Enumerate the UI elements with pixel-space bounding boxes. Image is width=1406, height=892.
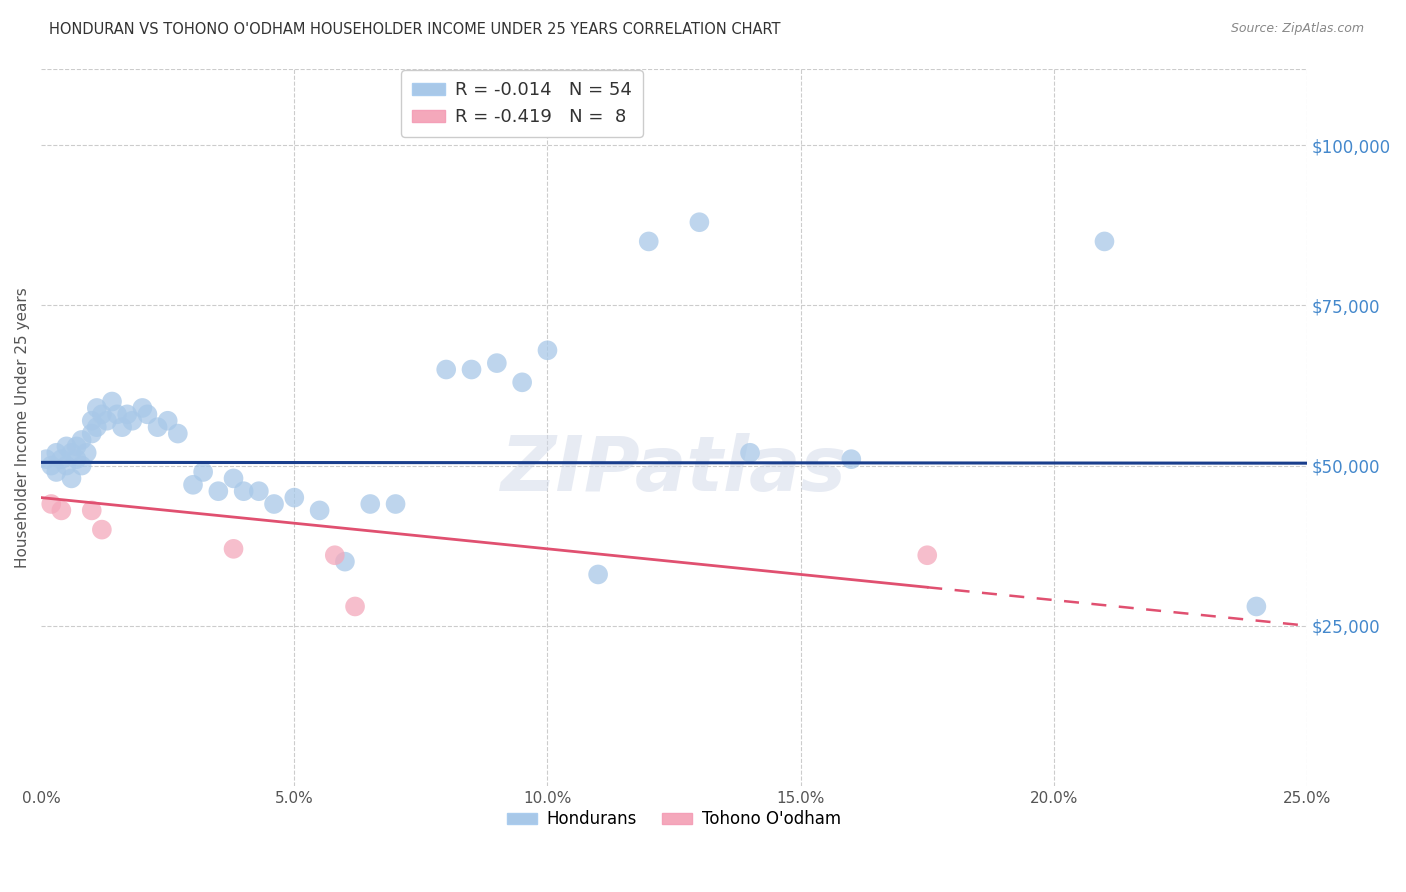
- Point: [384, 497, 406, 511]
- Point: [637, 235, 659, 249]
- Point: [146, 420, 169, 434]
- Point: [70, 433, 93, 447]
- Text: HONDURAN VS TOHONO O'ODHAM HOUSEHOLDER INCOME UNDER 25 YEARS CORRELATION CHART: HONDURAN VS TOHONO O'ODHAM HOUSEHOLDER I…: [49, 22, 780, 37]
- Point: [39, 458, 62, 473]
- Point: [181, 477, 204, 491]
- Point: [434, 362, 457, 376]
- Y-axis label: Householder Income Under 25 years: Householder Income Under 25 years: [15, 287, 30, 567]
- Point: [1246, 599, 1268, 614]
- Point: [65, 452, 87, 467]
- Point: [115, 408, 138, 422]
- Point: [96, 414, 118, 428]
- Point: [222, 541, 245, 556]
- Point: [39, 497, 62, 511]
- Point: [1094, 235, 1116, 249]
- Point: [839, 452, 862, 467]
- Point: [333, 555, 356, 569]
- Point: [60, 471, 83, 485]
- Point: [485, 356, 508, 370]
- Point: [191, 465, 214, 479]
- Point: [101, 394, 124, 409]
- Point: [308, 503, 330, 517]
- Point: [136, 408, 159, 422]
- Point: [51, 503, 73, 517]
- Point: [232, 484, 254, 499]
- Point: [131, 401, 153, 415]
- Point: [738, 446, 761, 460]
- Point: [45, 465, 67, 479]
- Point: [111, 420, 134, 434]
- Point: [55, 439, 77, 453]
- Point: [35, 452, 58, 467]
- Point: [105, 408, 128, 422]
- Point: [166, 426, 188, 441]
- Point: [344, 599, 367, 614]
- Point: [86, 420, 108, 434]
- Point: [156, 414, 179, 428]
- Point: [283, 491, 305, 505]
- Point: [222, 471, 245, 485]
- Point: [90, 523, 112, 537]
- Point: [247, 484, 270, 499]
- Text: Source: ZipAtlas.com: Source: ZipAtlas.com: [1230, 22, 1364, 36]
- Point: [80, 503, 103, 517]
- Point: [80, 414, 103, 428]
- Point: [121, 414, 143, 428]
- Point: [510, 376, 533, 390]
- Point: [65, 439, 87, 453]
- Point: [323, 548, 346, 562]
- Point: [586, 567, 609, 582]
- Point: [90, 408, 112, 422]
- Point: [536, 343, 558, 358]
- Point: [915, 548, 938, 562]
- Point: [460, 362, 482, 376]
- Legend: Hondurans, Tohono O'odham: Hondurans, Tohono O'odham: [501, 804, 848, 835]
- Point: [263, 497, 285, 511]
- Point: [70, 458, 93, 473]
- Point: [80, 426, 103, 441]
- Point: [55, 458, 77, 473]
- Point: [51, 452, 73, 467]
- Point: [60, 446, 83, 460]
- Text: ZIPatlas: ZIPatlas: [501, 434, 846, 508]
- Point: [688, 215, 710, 229]
- Point: [45, 446, 67, 460]
- Point: [86, 401, 108, 415]
- Point: [207, 484, 229, 499]
- Point: [359, 497, 381, 511]
- Point: [76, 446, 98, 460]
